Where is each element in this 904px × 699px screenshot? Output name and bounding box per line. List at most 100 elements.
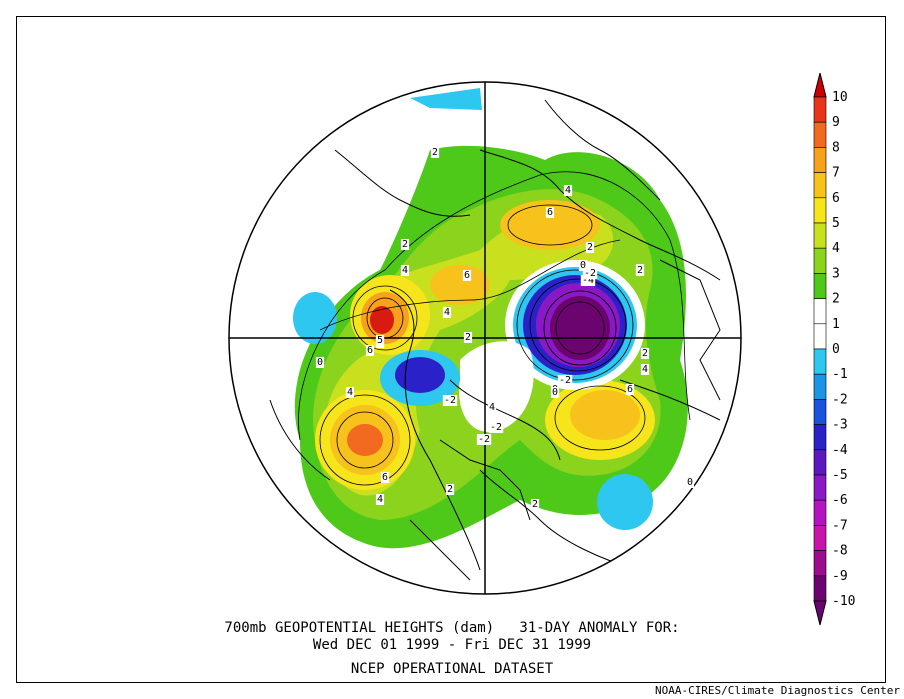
colorbar-swatch <box>813 222 827 249</box>
contour-label-bg <box>430 147 440 158</box>
contour-label-bg <box>345 387 355 398</box>
colorbar-tick-label: -10 <box>832 594 855 609</box>
contour-label: 4 <box>402 265 408 276</box>
contour-label-bg <box>563 185 573 196</box>
plot-frame <box>16 16 886 683</box>
contour-label: 2 <box>637 265 643 276</box>
colorbar-swatch <box>813 525 827 551</box>
contour-label: 2 <box>402 239 408 250</box>
contour-label: -2 <box>584 268 596 279</box>
colorbar-tick-label: 3 <box>832 266 840 281</box>
contour-label: 6 <box>367 345 373 356</box>
contour-label-bg <box>625 384 635 395</box>
contour-label-bg <box>488 422 504 433</box>
contour-label-bg <box>635 265 645 276</box>
colorbar-swatch <box>813 399 827 425</box>
colorbar-tick-label: 6 <box>832 191 840 206</box>
colorbar-swatch <box>813 323 827 350</box>
contour-label-bg <box>578 260 588 271</box>
colorbar-swatch <box>813 373 827 400</box>
colorbar-tick-label: 5 <box>832 216 840 231</box>
contour-label: 4 <box>347 387 353 398</box>
contour-label: 4 <box>444 307 450 318</box>
colorbar-top-arrow <box>813 72 827 98</box>
contour-label: 6 <box>547 207 553 218</box>
colorbar-bottom-arrow <box>813 600 827 626</box>
contour-label-bg <box>375 494 385 505</box>
colorbar-swatch <box>813 575 827 602</box>
anomaly-high-east-6 <box>570 390 640 440</box>
colorbar-tick-label: 9 <box>832 115 840 130</box>
contour-label: 2 <box>432 147 438 158</box>
colorbar-swatch <box>813 449 827 476</box>
colorbar-swatch <box>813 550 827 577</box>
title-line-1: 700mb GEOPOTENTIAL HEIGHTS (dam) 31-DAY … <box>224 620 680 636</box>
anomaly-high-north-6 <box>500 200 600 250</box>
contour-label: 6 <box>382 472 388 483</box>
contour-label-bg <box>375 335 385 346</box>
colorbar-swatch <box>813 96 827 123</box>
colorbar-tick-label: -7 <box>832 518 848 533</box>
colorbar-tick-label: -2 <box>832 392 848 407</box>
contour-label-bg <box>640 364 650 375</box>
contour-label: 6 <box>627 384 633 395</box>
contour-label: -4 <box>582 275 594 286</box>
colorbar-tick-label: -6 <box>832 493 848 508</box>
title-line-2: Wed DEC 01 1999 - Fri DEC 31 1999 <box>312 637 592 653</box>
contour-label-bg <box>580 275 596 286</box>
colorbar-swatch <box>813 499 827 526</box>
colorbar-swatch <box>813 298 827 325</box>
anomaly-low-west-3 <box>395 357 445 393</box>
contour-label: 4 <box>377 494 383 505</box>
colorbar-swatch <box>813 273 827 299</box>
colorbar-tick-label: -9 <box>832 569 848 584</box>
colorbar-swatch <box>813 247 827 274</box>
colorbar-swatch <box>813 172 827 199</box>
contour-label: -2 <box>490 422 502 433</box>
contour-label-bg <box>400 265 410 276</box>
colorbar-tick-label: 4 <box>832 241 840 256</box>
contour-label: 0 <box>687 477 693 488</box>
contour-label: 2 <box>447 484 453 495</box>
contour-label-bg <box>557 375 573 386</box>
contour-label: 4 <box>565 185 571 196</box>
contour-label-bg <box>315 357 325 368</box>
colorbar-tick-label: -8 <box>832 544 848 559</box>
colorbar-swatch <box>813 474 827 501</box>
colorbar-swatch <box>813 424 827 451</box>
contour-label-bg <box>462 270 472 281</box>
colorbar-tick-label: -3 <box>832 418 848 433</box>
colorbar-swatch <box>813 197 827 224</box>
contour-label-bg <box>400 239 410 250</box>
coastlines <box>269 99 721 581</box>
contour-label: 0 <box>317 357 323 368</box>
contour-label: 2 <box>642 348 648 359</box>
contour-label-bg <box>530 499 540 510</box>
contour-label: 4 <box>642 364 648 375</box>
colorbar-tick-label: 10 <box>832 90 848 105</box>
anomaly-high-northwest-10 <box>370 306 394 334</box>
contour-label-bg <box>380 472 390 483</box>
title-line-3: NCEP OPERATIONAL DATASET <box>350 661 554 677</box>
contour-label: 0 <box>580 260 586 271</box>
colorbar-tick-label: 7 <box>832 166 840 181</box>
colorbar-swatch <box>813 147 827 173</box>
contour-label: -2 <box>478 434 490 445</box>
anomaly-low-far-west <box>293 292 337 344</box>
contour-label: 2 <box>587 242 593 253</box>
colorbar-tick-label: 0 <box>832 342 840 357</box>
contour-label-bg <box>545 207 555 218</box>
colorbar-tick-label: -1 <box>832 367 848 382</box>
colorbar-tick-label: 1 <box>832 317 840 332</box>
contour-label: 2 <box>532 499 538 510</box>
contour-label-bg <box>640 348 650 359</box>
colorbar-swatch <box>813 121 827 148</box>
colorbar-swatch <box>813 348 827 375</box>
contour-label: 5 <box>377 335 383 346</box>
contour-label-bg <box>463 332 473 343</box>
anomaly-high-center-6 <box>430 265 490 305</box>
contour-label-bg <box>685 477 695 488</box>
contour-label: -2 <box>559 375 571 386</box>
anomaly-field-zero-center <box>459 341 534 432</box>
